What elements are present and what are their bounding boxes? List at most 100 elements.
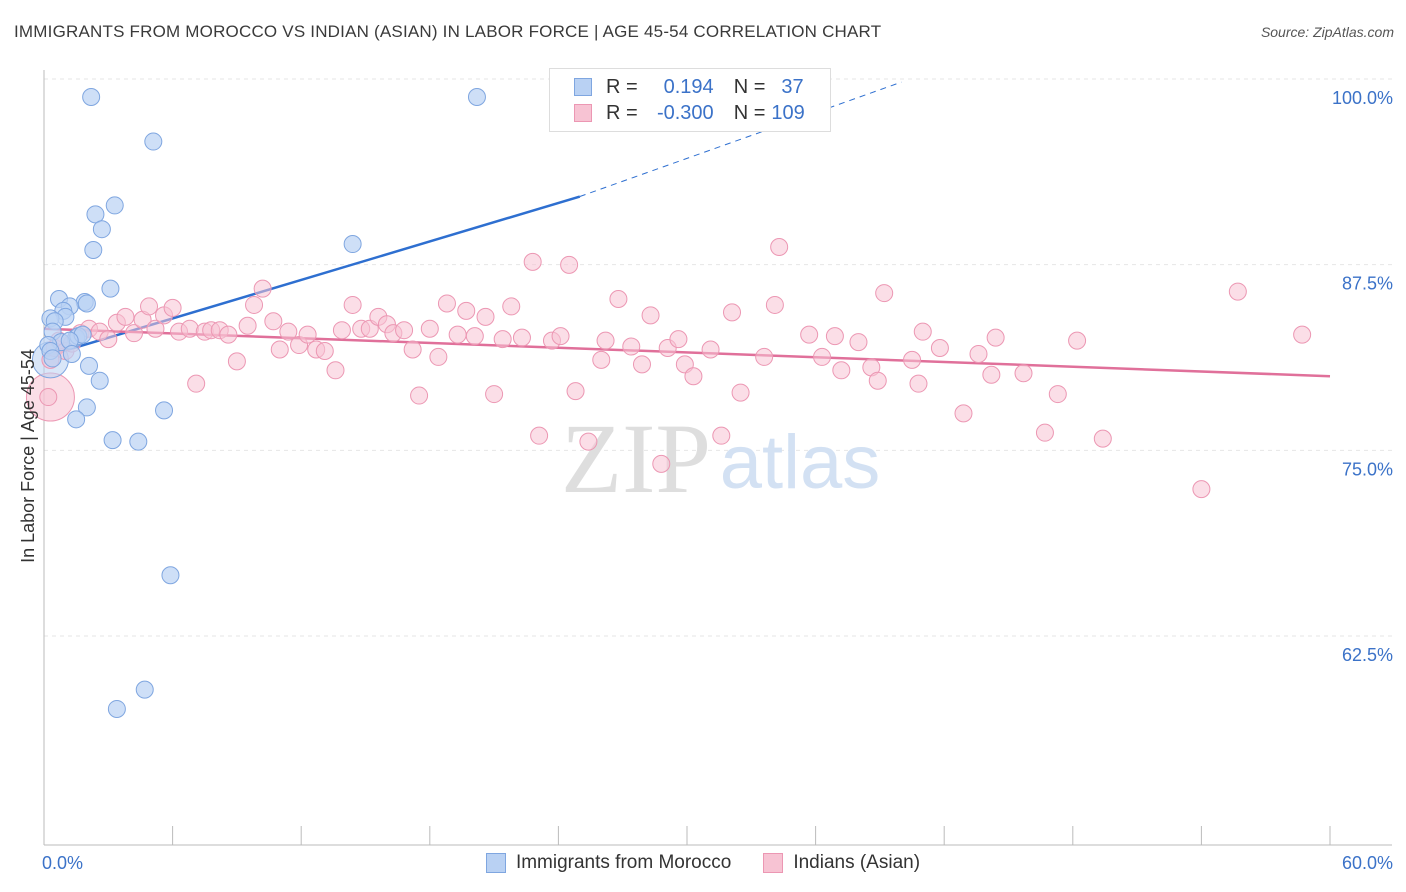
legend-swatch-blue (574, 78, 592, 96)
data-point (429, 347, 448, 366)
data-point (1035, 423, 1054, 442)
data-point (39, 388, 58, 407)
data-point (592, 350, 611, 369)
legend-swatch-blue (485, 853, 506, 873)
legend-r-value: -0.300 (656, 101, 714, 124)
legend-label-morocco: Immigrants from Morocco (515, 852, 732, 873)
y-tick-label: 87.5% (1342, 274, 1393, 294)
data-point (1293, 325, 1312, 344)
data-point (107, 699, 126, 718)
data-point (144, 132, 163, 151)
data-point (163, 298, 182, 317)
data-point (420, 319, 439, 338)
data-point (684, 367, 703, 386)
data-point (146, 319, 165, 338)
data-point (298, 325, 317, 344)
legend-item-morocco[interactable]: Immigrants from Morocco (485, 852, 732, 874)
data-point (279, 322, 298, 341)
data-point (669, 330, 688, 349)
data-point (125, 324, 144, 343)
data-point (99, 330, 118, 349)
data-point (403, 340, 422, 359)
data-point (755, 347, 774, 366)
data-point (930, 339, 949, 358)
data-point (410, 386, 429, 405)
data-point (825, 327, 844, 346)
legend-n-value: 109 (771, 101, 805, 124)
legend-n-label: N = (733, 75, 766, 98)
trend-line-indians (43, 327, 1331, 378)
data-point (80, 356, 99, 375)
data-point (116, 307, 135, 326)
gridlines (44, 78, 1392, 637)
data-point (551, 327, 570, 346)
watermark-zip: ZIP (561, 403, 711, 514)
data-point (723, 303, 742, 322)
data-point (465, 327, 484, 346)
data-point (1093, 429, 1112, 448)
data-point (875, 284, 894, 303)
legend-label-indians: Indians (Asian) (793, 852, 921, 873)
data-point (253, 279, 272, 298)
data-point (315, 341, 334, 360)
data-point (82, 88, 101, 106)
y-tick-label: 62.5% (1342, 645, 1393, 665)
data-point (849, 333, 868, 352)
data-point (641, 306, 660, 325)
legend-row-morocco: R = 0.194 N = 37 (574, 74, 804, 100)
data-point (1048, 385, 1067, 404)
data-point (476, 307, 495, 326)
data-point (523, 252, 542, 271)
data-point (264, 312, 283, 331)
data-point (180, 319, 199, 338)
data-point (868, 371, 887, 390)
data-point (467, 88, 486, 106)
data-point (701, 340, 720, 359)
data-point (1228, 282, 1247, 301)
data-point (903, 350, 922, 369)
data-point (986, 328, 1005, 347)
legend-item-indians[interactable]: Indians (Asian) (763, 852, 920, 874)
data-point (103, 431, 122, 450)
data-point (485, 385, 504, 404)
data-point (954, 404, 973, 423)
data-point (395, 321, 414, 340)
data-point (326, 361, 345, 380)
data-point (245, 295, 264, 314)
data-point (437, 294, 456, 313)
data-point (101, 279, 120, 298)
data-point (969, 344, 988, 363)
data-point (731, 383, 750, 402)
data-point (596, 331, 615, 350)
data-point (155, 401, 174, 420)
data-point (1192, 480, 1211, 499)
data-point (1068, 331, 1087, 350)
y-axis-label: In Labor Force | Age 45-54 (18, 349, 38, 563)
axis-labels: 62.5% 75.0% 87.5% 100.0% 0.0% 60.0% In Labor F… (18, 88, 1393, 873)
data-point (982, 365, 1001, 384)
data-point (560, 255, 579, 274)
data-point (105, 196, 124, 215)
legend-swatch-pink (574, 104, 592, 122)
data-point (161, 566, 180, 585)
data-point (832, 361, 851, 380)
data-point (765, 295, 784, 314)
data-point (90, 371, 109, 390)
data-point (493, 330, 512, 349)
data-point (448, 325, 467, 344)
data-point (332, 321, 351, 340)
data-point (502, 297, 521, 316)
data-point (632, 355, 651, 374)
data-point (238, 316, 257, 335)
data-point (343, 235, 362, 254)
data-point (712, 426, 731, 445)
data-point (530, 426, 549, 445)
data-point (913, 322, 932, 341)
data-point (622, 337, 641, 356)
legend-r-value: 0.194 (663, 75, 714, 98)
trend-line-morocco-extension (579, 81, 902, 197)
x-tick-label: 60.0% (1342, 853, 1393, 873)
data-point (135, 680, 154, 699)
data-point (219, 325, 238, 344)
data-point (43, 349, 62, 368)
